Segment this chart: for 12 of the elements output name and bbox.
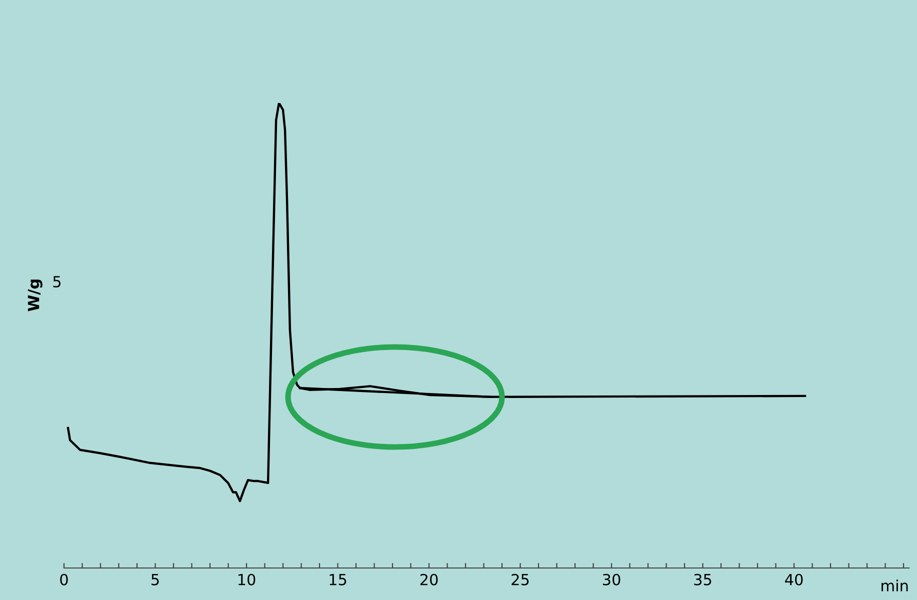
x-tick-label: 25 — [512, 574, 529, 586]
x-tick-label: 15 — [330, 574, 346, 586]
x-tick-label: 5 — [152, 574, 159, 586]
x-axis-title: min — [882, 580, 908, 592]
x-tick-label: 20 — [420, 574, 438, 586]
x-tick-label: 30 — [602, 574, 620, 586]
x-tick-label: 0 — [60, 574, 68, 586]
x-tick-label: 35 — [694, 574, 712, 586]
y-axis-title: W/g — [28, 280, 42, 312]
x-tick-label: 40 — [785, 574, 803, 586]
x-tick-label: 10 — [238, 574, 256, 586]
text: 5 — [53, 276, 61, 288]
